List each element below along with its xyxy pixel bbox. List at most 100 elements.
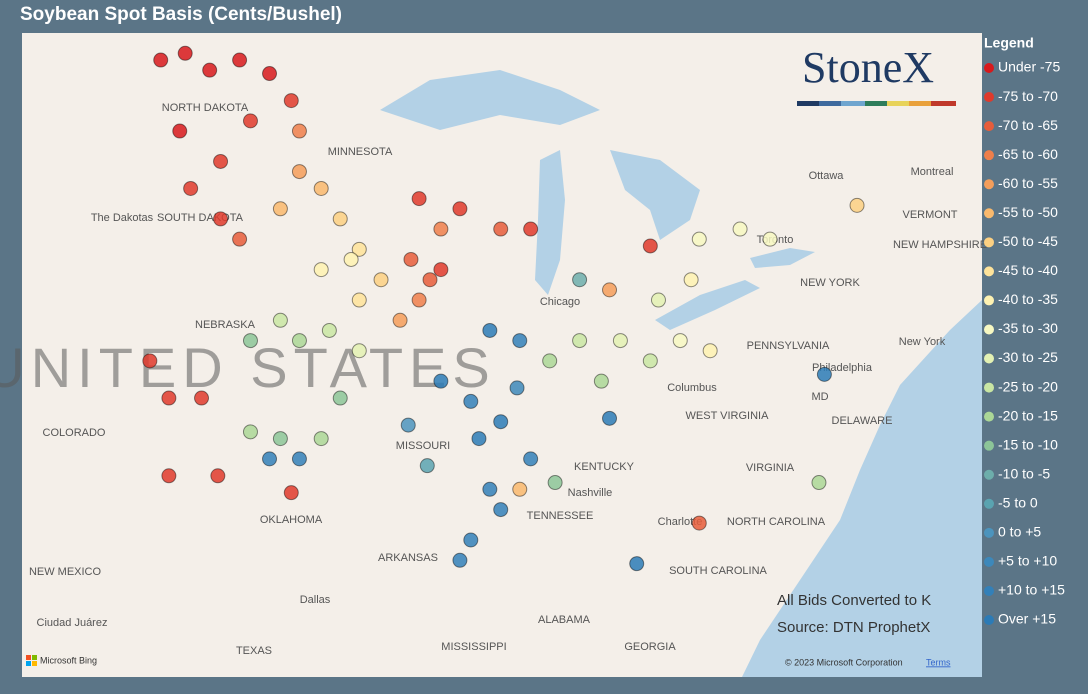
bid-point xyxy=(452,552,468,568)
map-label: Ottawa xyxy=(809,170,845,182)
bid-point xyxy=(351,343,367,359)
bid-point xyxy=(691,515,707,531)
legend-swatch xyxy=(984,585,994,596)
bid-point xyxy=(213,153,229,169)
legend-swatch xyxy=(984,382,994,393)
bid-point xyxy=(493,221,509,237)
bid-point xyxy=(811,475,827,491)
bid-point xyxy=(691,231,707,247)
map-label: ARKANSAS xyxy=(378,552,438,564)
legend-label: Under -75 xyxy=(998,59,1060,75)
logo-bar xyxy=(797,101,956,106)
bid-point xyxy=(482,481,498,497)
bid-point xyxy=(213,211,229,227)
points xyxy=(142,45,865,572)
map-label: SOUTH DAKOTA xyxy=(157,212,244,224)
legend-label: -50 to -45 xyxy=(998,233,1058,249)
map-label: UNITED STATES xyxy=(0,336,496,399)
bid-point xyxy=(602,410,618,426)
bid-point xyxy=(242,113,258,129)
bid-point xyxy=(392,312,408,328)
bid-point xyxy=(194,390,210,406)
bid-point xyxy=(373,272,389,288)
bid-point xyxy=(242,424,258,440)
bid-point xyxy=(351,292,367,308)
legend-label: +5 to +10 xyxy=(998,553,1057,569)
bid-point xyxy=(161,390,177,406)
legend-swatch xyxy=(984,121,994,132)
bid-point xyxy=(272,312,288,328)
bid-point xyxy=(672,333,688,349)
lake-michigan xyxy=(535,150,565,295)
legend-label: -5 to 0 xyxy=(998,494,1038,510)
map-label: NORTH DAKOTA xyxy=(162,102,249,114)
map-label: NORTH CAROLINA xyxy=(727,516,826,528)
bid-point xyxy=(202,62,218,78)
bid-point xyxy=(542,353,558,369)
bid-point xyxy=(291,451,307,467)
map-label: MISSISSIPPI xyxy=(441,641,506,653)
logo: StoneX xyxy=(802,43,934,92)
map-label: MD xyxy=(811,391,828,403)
bid-point xyxy=(283,93,299,109)
legend-swatch xyxy=(984,208,994,219)
legend-swatch xyxy=(984,92,994,103)
bid-point xyxy=(702,343,718,359)
legend-label: -60 to -55 xyxy=(998,175,1058,191)
legend-swatch xyxy=(984,237,994,248)
lake-huron xyxy=(610,150,700,240)
map-label: The Dakotas xyxy=(91,212,154,224)
legend-swatch xyxy=(984,266,994,277)
legend-label: -55 to -50 xyxy=(998,204,1058,220)
bid-point xyxy=(411,292,427,308)
map-label: GEORGIA xyxy=(624,641,676,653)
bid-point xyxy=(411,191,427,207)
bid-point xyxy=(210,468,226,484)
bid-point xyxy=(762,231,778,247)
lake-erie xyxy=(655,280,760,330)
bid-point xyxy=(629,556,645,572)
bid-point xyxy=(572,272,588,288)
bid-point xyxy=(512,481,528,497)
bid-point xyxy=(482,322,498,338)
bid-point xyxy=(232,231,248,247)
terms-link[interactable]: Terms xyxy=(926,657,951,667)
legend-swatch xyxy=(984,324,994,335)
map-label: Dallas xyxy=(300,594,331,606)
map-label: MINNESOTA xyxy=(328,146,393,158)
legend-swatch xyxy=(984,411,994,422)
legend-swatch xyxy=(984,63,994,73)
legend-label: -15 to -10 xyxy=(998,436,1058,452)
legend-swatch xyxy=(984,179,994,190)
legend-swatch xyxy=(984,295,994,306)
map-label: MISSOURI xyxy=(396,440,450,452)
legend-swatch xyxy=(984,353,994,364)
bid-point xyxy=(452,201,468,217)
legend-swatch xyxy=(984,469,994,480)
bid-point xyxy=(493,502,509,518)
bid-point xyxy=(572,333,588,349)
bid-point xyxy=(419,458,435,474)
bid-point xyxy=(272,431,288,447)
bid-point xyxy=(172,123,188,139)
bid-point xyxy=(547,475,563,491)
bid-point xyxy=(351,241,367,257)
bid-point xyxy=(161,468,177,484)
bid-point xyxy=(433,373,449,389)
bid-point xyxy=(283,485,299,501)
legend-swatch xyxy=(984,498,994,509)
map-label: TENNESSEE xyxy=(527,510,594,522)
legend-label: 0 to +5 xyxy=(998,524,1041,540)
map-label: Chicago xyxy=(540,296,580,308)
map-label: OKLAHOMA xyxy=(260,514,323,526)
bid-point xyxy=(262,66,278,82)
bid-point xyxy=(332,211,348,227)
map-label: PENNSYLVANIA xyxy=(747,340,830,352)
bid-point xyxy=(403,251,419,267)
bid-point xyxy=(272,201,288,217)
legend: Under -75 -75 to -70 -70 to -65 -65 to -60 -… xyxy=(984,59,1065,627)
legend-label: -40 to -35 xyxy=(998,291,1058,307)
legend-label: -25 to -20 xyxy=(998,378,1058,394)
